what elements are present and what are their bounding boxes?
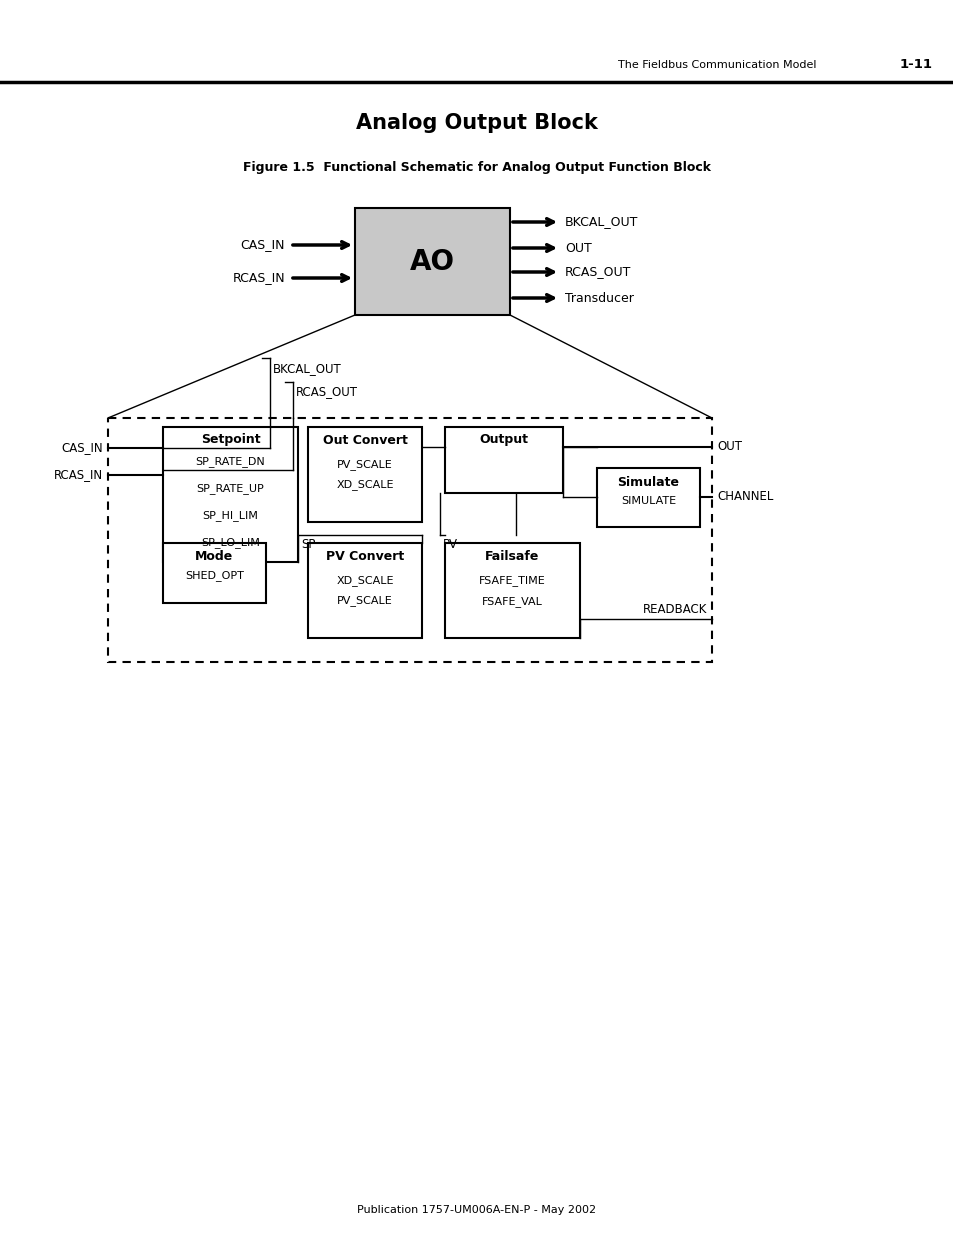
Text: Simulate: Simulate <box>617 475 679 489</box>
Bar <box>163 427 297 562</box>
Text: Mode: Mode <box>195 550 233 562</box>
Text: SP_RATE_DN: SP_RATE_DN <box>195 457 265 468</box>
Text: RCAS_IN: RCAS_IN <box>233 272 285 284</box>
Text: OUT: OUT <box>717 441 741 453</box>
Text: The Fieldbus Communication Model: The Fieldbus Communication Model <box>618 61 816 70</box>
Text: FSAFE_VAL: FSAFE_VAL <box>481 597 542 608</box>
Text: SP_HI_LIM: SP_HI_LIM <box>202 510 258 521</box>
Text: XD_SCALE: XD_SCALE <box>335 576 394 587</box>
Text: Setpoint: Setpoint <box>200 433 260 447</box>
Bar <box>308 427 421 522</box>
Text: RCAS_OUT: RCAS_OUT <box>295 385 357 398</box>
Text: AO: AO <box>410 247 455 275</box>
Bar <box>597 468 700 527</box>
Bar <box>108 417 711 662</box>
Text: RCAS_OUT: RCAS_OUT <box>564 266 631 279</box>
Bar <box>444 427 562 493</box>
Text: SP_LO_LIM: SP_LO_LIM <box>201 537 259 548</box>
Bar <box>163 543 266 603</box>
Text: Transducer: Transducer <box>564 291 633 305</box>
Text: BKCAL_OUT: BKCAL_OUT <box>273 362 341 375</box>
Text: Publication 1757-UM006A-EN-P - May 2002: Publication 1757-UM006A-EN-P - May 2002 <box>357 1205 596 1215</box>
Text: SHED_OPT: SHED_OPT <box>185 571 244 582</box>
Bar <box>355 207 510 315</box>
Text: CHANNEL: CHANNEL <box>717 490 773 504</box>
Bar <box>444 543 579 638</box>
Text: 1-11: 1-11 <box>899 58 932 72</box>
Text: RCAS_IN: RCAS_IN <box>53 468 103 482</box>
Text: PV Convert: PV Convert <box>326 550 404 562</box>
Text: Out Convert: Out Convert <box>322 433 407 447</box>
Bar <box>308 543 421 638</box>
Text: Output: Output <box>479 433 528 447</box>
Text: FSAFE_TIME: FSAFE_TIME <box>478 576 545 587</box>
Text: Failsafe: Failsafe <box>485 550 539 562</box>
Text: Figure 1.5  Functional Schematic for Analog Output Function Block: Figure 1.5 Functional Schematic for Anal… <box>243 161 710 173</box>
Text: PV_SCALE: PV_SCALE <box>336 459 393 471</box>
Text: OUT: OUT <box>564 242 591 254</box>
Text: READBACK: READBACK <box>642 603 706 616</box>
Text: SP: SP <box>301 538 315 551</box>
Text: XD_SCALE: XD_SCALE <box>335 479 394 490</box>
Text: CAS_IN: CAS_IN <box>240 238 285 252</box>
Text: Analog Output Block: Analog Output Block <box>355 112 598 133</box>
Text: SP_RATE_UP: SP_RATE_UP <box>196 484 264 494</box>
Text: CAS_IN: CAS_IN <box>61 441 103 454</box>
Text: SIMULATE: SIMULATE <box>620 496 676 506</box>
Text: PV_SCALE: PV_SCALE <box>336 595 393 606</box>
Text: BKCAL_OUT: BKCAL_OUT <box>564 215 638 228</box>
Text: PV: PV <box>442 538 457 551</box>
